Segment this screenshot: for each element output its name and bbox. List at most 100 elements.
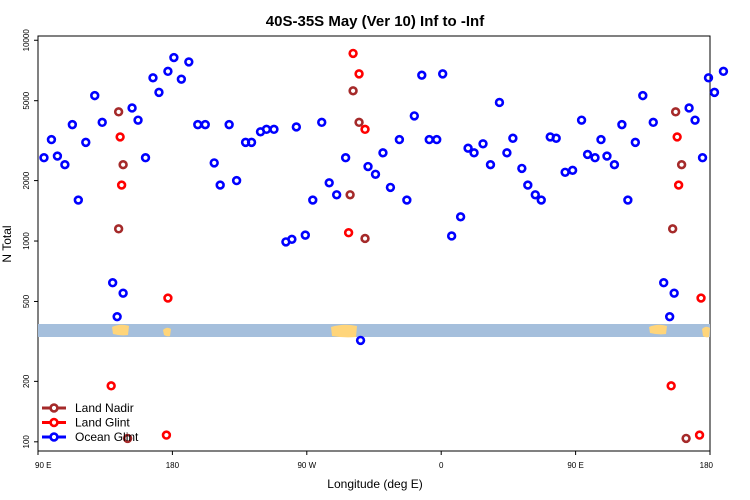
data-point	[215, 180, 225, 190]
data-point	[385, 182, 396, 193]
y-tick-label: 100	[22, 435, 31, 449]
series-land-nadir	[113, 86, 691, 444]
data-point	[596, 134, 606, 145]
data-point	[348, 86, 358, 96]
data-point	[360, 124, 370, 135]
data-point	[200, 119, 210, 130]
data-point	[551, 133, 561, 143]
data-point	[681, 433, 691, 444]
data-point	[582, 149, 593, 160]
legend-item: Land Nadir	[42, 401, 134, 415]
legend-label: Land Glint	[75, 416, 130, 430]
y-tick-label: 10000	[22, 29, 31, 52]
map-strip	[38, 324, 710, 338]
data-point	[46, 134, 57, 145]
data-point	[118, 288, 128, 298]
data-point	[402, 195, 412, 205]
data-point	[308, 195, 318, 205]
land-patch	[163, 327, 171, 337]
data-point	[154, 87, 164, 98]
data-point	[60, 159, 70, 170]
data-point	[609, 159, 620, 170]
data-point	[424, 134, 434, 145]
data-point	[718, 66, 729, 77]
x-tick-label: 180	[166, 461, 180, 470]
data-point	[118, 159, 128, 170]
data-point	[370, 169, 381, 179]
data-point	[52, 151, 63, 161]
data-point	[291, 122, 302, 132]
data-point	[617, 119, 627, 130]
data-point	[354, 117, 364, 128]
data-point	[355, 335, 366, 346]
data-point	[530, 190, 540, 200]
data-point	[638, 90, 648, 101]
data-point	[623, 195, 633, 205]
data-point	[455, 212, 466, 222]
data-point	[73, 195, 84, 205]
data-point	[576, 115, 587, 125]
data-point	[684, 103, 694, 113]
y-tick-label: 200	[22, 374, 31, 388]
data-point	[209, 158, 219, 168]
data-point	[363, 161, 373, 172]
data-point	[287, 234, 297, 245]
data-point	[193, 119, 203, 130]
x-axis-label: Longitude (deg E)	[327, 477, 422, 491]
land-patch	[702, 326, 710, 338]
data-point	[324, 178, 334, 188]
legend-item: Land Glint	[42, 416, 130, 430]
land-patch	[331, 324, 357, 338]
data-point	[536, 195, 546, 205]
x-tick-label: 90 E	[567, 461, 583, 470]
data-point	[81, 137, 91, 148]
data-point	[485, 159, 496, 170]
data-point	[107, 278, 118, 288]
data-point	[115, 132, 125, 142]
y-tick-label: 2000	[22, 171, 31, 189]
data-point	[113, 107, 124, 117]
plot-area	[37, 35, 729, 452]
data-point	[432, 134, 442, 145]
data-point	[517, 163, 527, 174]
data-point	[670, 107, 681, 117]
data-point	[469, 148, 479, 158]
data-point	[703, 73, 714, 83]
data-point	[97, 117, 107, 128]
data-point	[269, 124, 279, 135]
data-point	[463, 143, 473, 153]
legend-label: Ocean Glint	[75, 430, 139, 444]
data-point	[127, 103, 137, 113]
x-tick-label: 180	[700, 461, 714, 470]
data-point	[602, 151, 612, 161]
data-point	[246, 137, 257, 148]
data-point	[231, 175, 242, 186]
data-point	[261, 124, 272, 135]
data-point	[659, 278, 669, 288]
data-point	[709, 87, 720, 98]
y-axis: 100 200 500 1000 2000 5000 10000	[22, 29, 38, 449]
data-point	[360, 233, 370, 244]
data-point	[169, 52, 179, 63]
data-point	[348, 48, 358, 59]
data-point	[340, 153, 351, 163]
data-point	[446, 231, 457, 241]
data-point	[184, 57, 194, 67]
data-point	[676, 159, 687, 170]
data-point	[567, 165, 578, 176]
data-point	[106, 381, 116, 391]
data-point	[478, 139, 488, 149]
data-point	[161, 430, 172, 440]
data-point	[694, 430, 705, 440]
data-point	[437, 69, 448, 79]
x-axis: 90 E 180 90 W 0 90 E 180	[35, 451, 714, 470]
y-tick-label: 500	[22, 294, 31, 308]
data-point	[163, 293, 173, 303]
data-point	[669, 288, 679, 298]
series-ocean-glint	[39, 52, 729, 346]
data-point	[176, 74, 187, 84]
chart-title: 40S-35S May (Ver 10) Inf to -Inf	[266, 13, 485, 30]
data-point	[696, 293, 706, 303]
